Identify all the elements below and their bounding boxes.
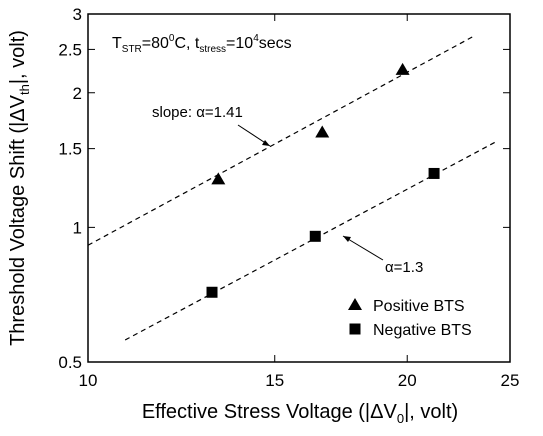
condition-part: secs xyxy=(259,35,292,52)
x-tick-label: 10 xyxy=(79,371,98,390)
x-tick-label: 15 xyxy=(265,371,284,390)
y-label-part: Threshold Voltage Shift (|ΔV xyxy=(7,94,29,346)
legend-label: Negative BTS xyxy=(373,322,472,339)
condition-part: stress xyxy=(199,44,226,55)
square-marker xyxy=(428,167,440,179)
condition-part: C, t xyxy=(174,35,199,52)
y-tick-label: 1.5 xyxy=(58,140,82,159)
condition-part: STR xyxy=(122,44,142,55)
annotation-arrowhead xyxy=(262,140,270,146)
y-label-part: th xyxy=(17,84,32,95)
annotation: α=1.3 xyxy=(385,259,423,276)
x-tick-label: 20 xyxy=(398,371,417,390)
y-tick-label: 2.5 xyxy=(58,40,82,59)
condition-part: 0 xyxy=(169,33,175,44)
triangle-marker xyxy=(315,125,330,138)
square-marker xyxy=(206,286,218,298)
x-label-part: |, volt) xyxy=(404,401,458,423)
svg-text:TSTR=800C, tstress=104secs: TSTR=800C, tstress=104secs xyxy=(112,33,292,55)
annotation-arrowhead xyxy=(343,236,351,242)
x-tick-label: 25 xyxy=(501,371,520,390)
triangle-marker xyxy=(395,62,410,75)
triangle-marker xyxy=(211,172,226,185)
annotation: slope: α=1.41 xyxy=(152,104,243,121)
x-label-part: 0 xyxy=(397,411,404,426)
y-tick-label: 3 xyxy=(73,5,82,24)
fit-line xyxy=(87,34,476,246)
x-axis-label: Effective Stress Voltage (|ΔV0|, volt) xyxy=(142,401,458,426)
y-axis-label: Threshold Voltage Shift (|ΔVth|, volt) xyxy=(7,30,32,346)
square-marker xyxy=(309,230,321,242)
condition-label: TSTR=800C, tstress=104secs xyxy=(112,33,292,55)
legend-label: Positive BTS xyxy=(373,298,465,315)
condition-part: 4 xyxy=(253,33,259,44)
condition-part: =80 xyxy=(142,35,169,52)
y-label-part: |, volt) xyxy=(7,30,29,84)
y-tick-label: 1 xyxy=(73,218,82,237)
legend-marker xyxy=(348,298,362,310)
condition-part: T xyxy=(112,35,122,52)
y-tick-label: 0.5 xyxy=(58,353,82,372)
condition-part: =10 xyxy=(226,35,253,52)
annotation-arrow xyxy=(342,235,384,261)
legend-marker xyxy=(349,323,361,335)
plot-frame xyxy=(87,13,511,363)
x-label-part: Effective Stress Voltage (|ΔV xyxy=(142,401,398,423)
y-tick-label: 2 xyxy=(73,84,82,103)
